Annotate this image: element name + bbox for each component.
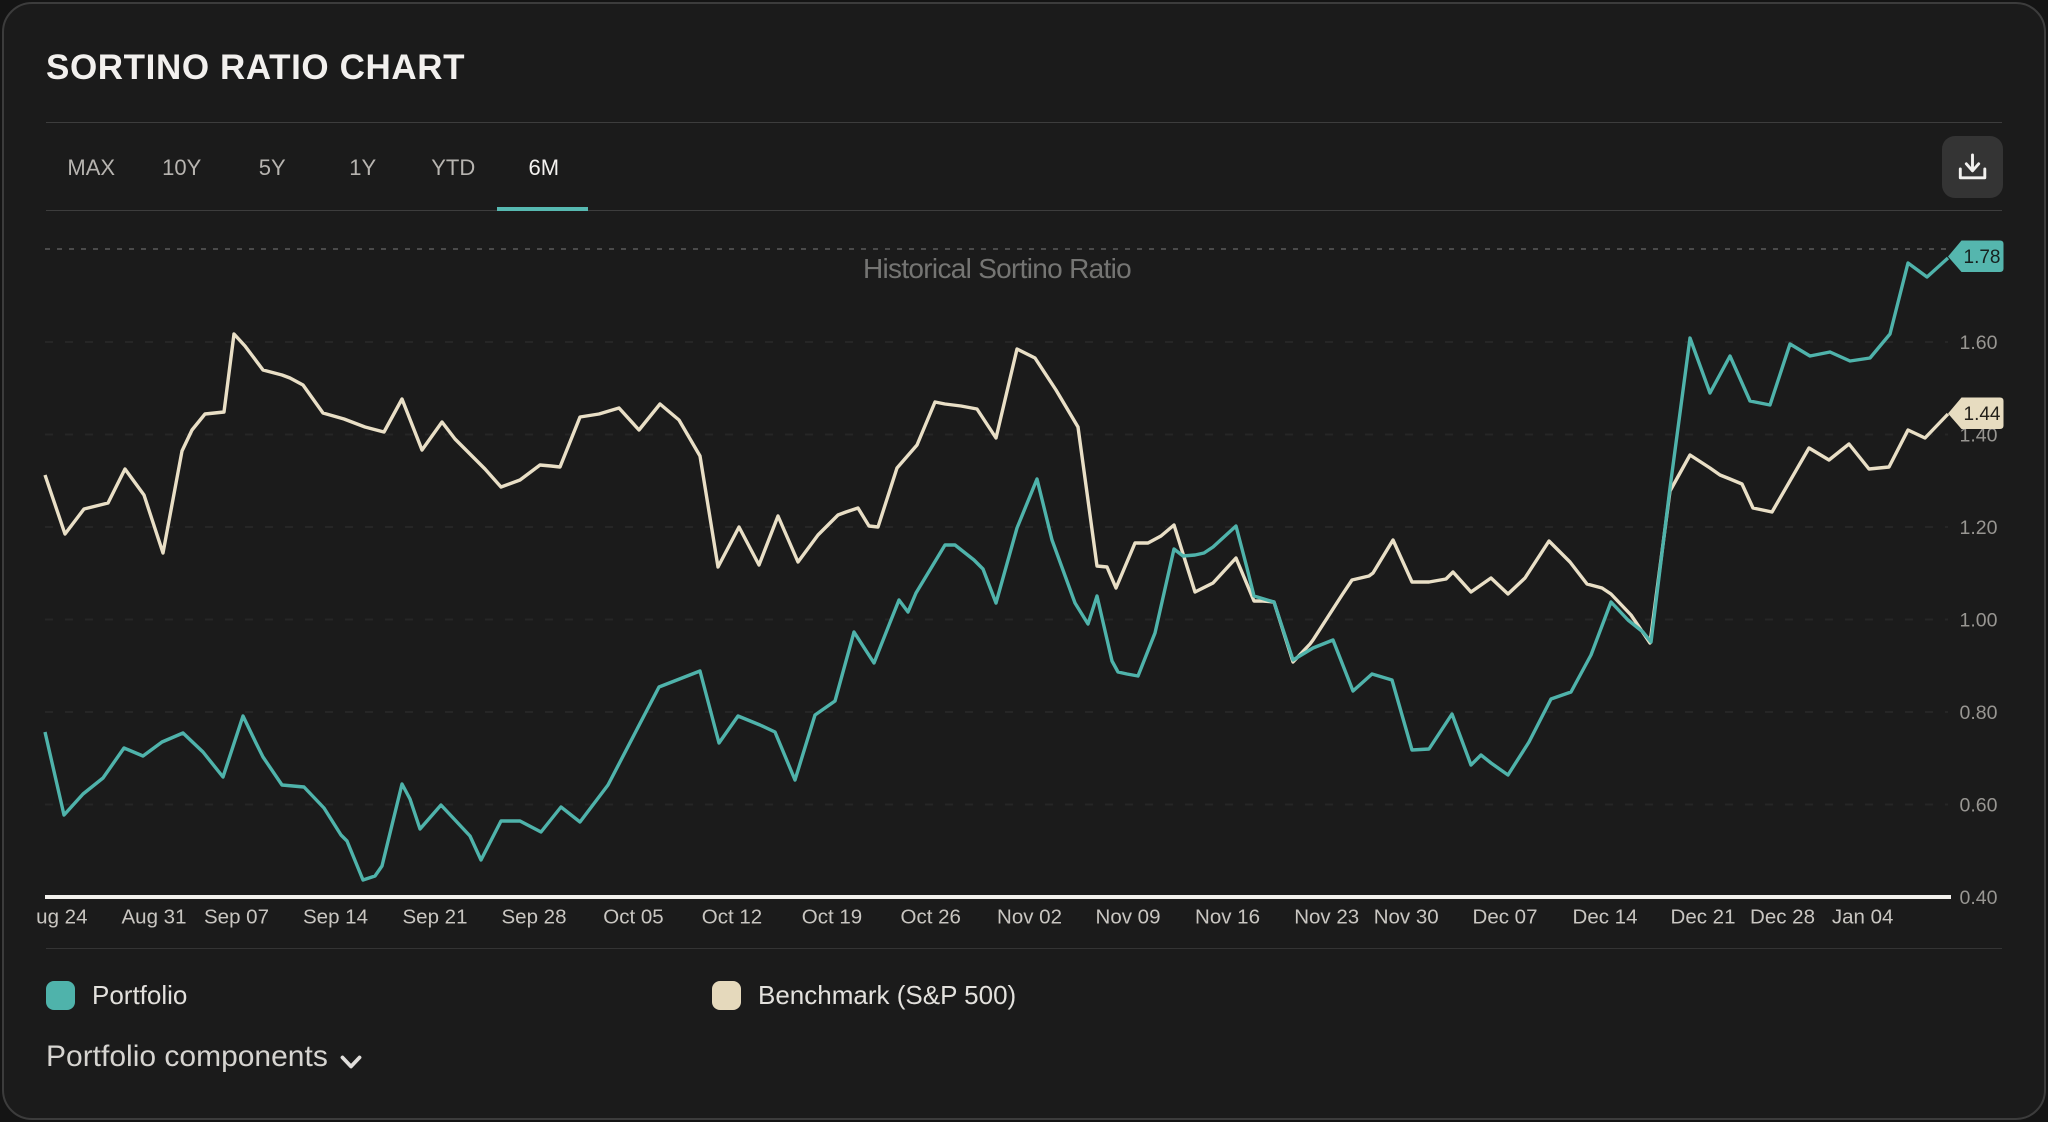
svg-text:Dec 14: Dec 14 [1573,906,1638,929]
svg-text:Sep 07: Sep 07 [204,906,269,929]
svg-text:1.20: 1.20 [1960,517,1998,539]
svg-text:Nov 16: Nov 16 [1195,906,1260,929]
svg-text:Sep 28: Sep 28 [502,906,567,929]
svg-text:Sep 21: Sep 21 [403,906,468,929]
svg-text:Oct 12: Oct 12 [702,906,762,929]
svg-text:Dec 21: Dec 21 [1671,906,1736,929]
svg-text:1.00: 1.00 [1960,610,1998,632]
svg-text:Nov 23: Nov 23 [1294,906,1359,929]
svg-text:1.78: 1.78 [1964,247,2001,268]
svg-text:1.40: 1.40 [1960,425,1998,447]
svg-text:0.40: 0.40 [1960,887,1998,909]
svg-text:0.60: 0.60 [1960,795,1998,817]
svg-text:Jan 04: Jan 04 [1832,906,1894,929]
svg-text:Oct 26: Oct 26 [901,906,961,929]
svg-text:Nov 02: Nov 02 [997,906,1062,929]
svg-text:Dec 28: Dec 28 [1750,906,1815,929]
svg-text:Sep 14: Sep 14 [303,906,368,929]
svg-text:Aug 24: Aug 24 [23,906,88,929]
svg-text:Aug 31: Aug 31 [122,906,187,929]
svg-text:Dec 07: Dec 07 [1473,906,1538,929]
svg-text:Oct 19: Oct 19 [802,906,862,929]
svg-text:Nov 09: Nov 09 [1096,906,1161,929]
svg-text:0.80: 0.80 [1960,702,1998,724]
svg-text:Oct 05: Oct 05 [603,906,663,929]
svg-text:1.44: 1.44 [1964,404,2001,425]
svg-text:Nov 30: Nov 30 [1374,906,1439,929]
svg-text:1.60: 1.60 [1960,332,1998,354]
